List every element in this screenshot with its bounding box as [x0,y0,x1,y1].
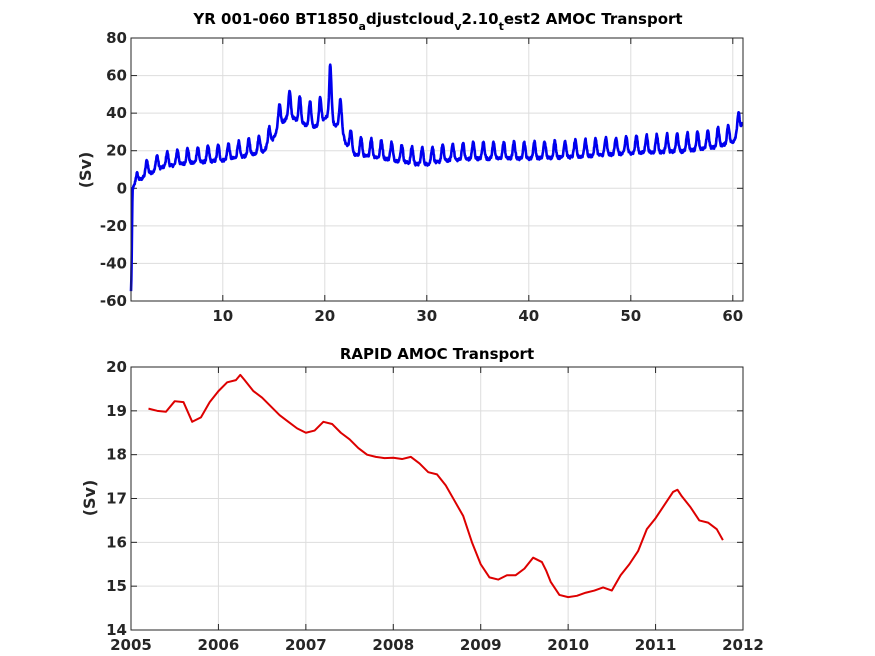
top-y-tick-label: 80 [106,29,127,47]
top-chart-frame [130,37,744,302]
title-part: djustcloud [366,10,454,28]
top-chart-series [129,63,744,292]
bottom-x-tick-label: 2009 [460,636,502,654]
top-x-tick-label: 30 [416,307,437,325]
bottom-y-tick-label: 15 [106,577,127,595]
top-x-tick-label: 20 [314,307,335,325]
bottom-x-tick-label: 2011 [635,636,677,654]
bottom-y-tick-label: 19 [106,402,127,420]
bottom-y-tick-label: 16 [106,533,127,551]
bottom-chart-frame [130,366,744,631]
title-part: 2.10 [462,10,499,28]
title-part-subscript: t [499,20,504,33]
top-chart-panel: YR 001-060 BT1850adjustcloudv2.10test2 A… [76,10,744,325]
bottom-chart-ylabel: (Sv) [80,480,99,517]
top-series-line [129,63,744,292]
bottom-y-tick-label: 17 [106,490,127,508]
top-y-tick-label: -60 [100,292,127,310]
bottom-y-tick-label: 18 [106,446,127,464]
bottom-chart-panel: RAPID AMOC Transport 2005 2006 2007 2008 200… [80,345,764,654]
bottom-y-tick-label: 20 [106,358,127,376]
bottom-x-tick-label: 2010 [547,636,589,654]
top-y-tick-label: 40 [106,104,127,122]
title-part: est2 AMOC Transport [504,10,683,28]
top-chart-title: YR 001-060 BT1850adjustcloudv2.10test2 A… [192,10,682,33]
top-y-tick-label: -40 [100,254,127,272]
title-part-subscript: a [359,20,366,33]
top-y-tick-label: 60 [106,67,127,85]
title-part-subscript: v [454,20,462,33]
bottom-y-tick-label: 14 [106,621,127,639]
bottom-x-tick-label: 2012 [722,636,764,654]
bottom-chart-ticks: 2005 2006 2007 2008 2009 2010 2011 2012 14 15 16 17… [106,358,764,654]
top-y-tick-label: 20 [106,142,127,160]
bottom-x-tick-label: 2008 [372,636,414,654]
top-y-tick-label: 0 [117,179,127,197]
bottom-chart-grid [130,366,744,631]
top-x-tick-label: 10 [212,307,233,325]
top-chart-grid [131,37,743,302]
title-part: YR 001-060 BT1850 [192,10,358,28]
bottom-series-line [148,373,724,599]
bottom-chart-title: RAPID AMOC Transport [340,345,534,363]
bottom-x-tick-label: 2006 [198,636,240,654]
top-y-tick-label: -20 [100,217,127,235]
top-chart-ylabel: (Sv) [76,152,95,189]
top-x-tick-label: 40 [518,307,539,325]
bottom-chart-series [148,373,724,599]
top-x-tick-label: 50 [620,307,641,325]
top-chart-ticks: 10 20 30 40 50 60 -60 -40 -20 0 20 40 60 80 [100,29,743,325]
bottom-x-tick-label: 2007 [285,636,327,654]
bottom-x-tick-label: 2005 [110,636,152,654]
top-x-tick-label: 60 [722,307,743,325]
